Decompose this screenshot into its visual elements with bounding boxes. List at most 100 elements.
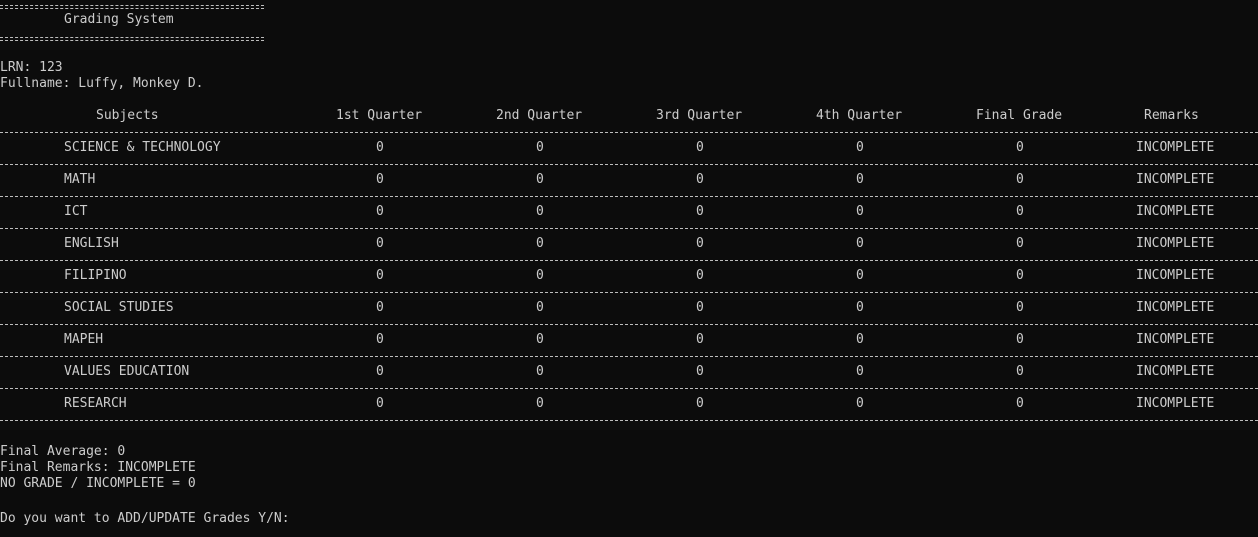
final-grade: 0 xyxy=(1016,268,1024,283)
q2-grade: 0 xyxy=(536,140,544,155)
remarks: INCOMPLETE xyxy=(1136,364,1215,379)
table-row: SOCIAL STUDIES 0 0 0 0 0 INCOMPLETE xyxy=(0,300,1258,316)
q3-grade: 0 xyxy=(696,236,704,251)
grade-legend: NO GRADE / INCOMPLETE = 0 xyxy=(0,476,196,491)
q1-grade: 0 xyxy=(376,300,384,315)
row-separator xyxy=(0,164,1258,165)
q2-grade: 0 xyxy=(536,204,544,219)
header-q4: 4th Quarter xyxy=(816,108,903,123)
remarks: INCOMPLETE xyxy=(1136,204,1215,219)
q1-grade: 0 xyxy=(376,364,384,379)
header-remarks: Remarks xyxy=(1144,108,1199,123)
final-grade: 0 xyxy=(1016,364,1024,379)
q2-grade: 0 xyxy=(536,332,544,347)
table-row: MATH 0 0 0 0 0 INCOMPLETE xyxy=(0,172,1258,188)
q4-grade: 0 xyxy=(856,300,864,315)
lrn-line: LRN: 123 xyxy=(0,60,63,75)
remarks: INCOMPLETE xyxy=(1136,236,1215,251)
header-q3: 3rd Quarter xyxy=(656,108,743,123)
row-separator xyxy=(0,260,1258,261)
q2-grade: 0 xyxy=(536,236,544,251)
q4-grade: 0 xyxy=(856,204,864,219)
banner-title: Grading System xyxy=(64,12,174,27)
final-grade: 0 xyxy=(1016,396,1024,411)
q3-grade: 0 xyxy=(696,204,704,219)
final-average: Final Average: 0 xyxy=(0,444,126,459)
remarks: INCOMPLETE xyxy=(1136,396,1215,411)
table-header: Subjects 1st Quarter 2nd Quarter 3rd Qua… xyxy=(0,108,1258,124)
row-separator xyxy=(0,132,1258,133)
row-separator xyxy=(0,388,1258,389)
q1-grade: 0 xyxy=(376,268,384,283)
q3-grade: 0 xyxy=(696,364,704,379)
subject-name: SOCIAL STUDIES xyxy=(64,300,174,315)
q3-grade: 0 xyxy=(696,268,704,283)
q4-grade: 0 xyxy=(856,364,864,379)
q1-grade: 0 xyxy=(376,204,384,219)
remarks: INCOMPLETE xyxy=(1136,332,1215,347)
final-grade: 0 xyxy=(1016,140,1024,155)
q1-grade: 0 xyxy=(376,332,384,347)
remarks: INCOMPLETE xyxy=(1136,300,1215,315)
q4-grade: 0 xyxy=(856,172,864,187)
row-separator xyxy=(0,292,1258,293)
q4-grade: 0 xyxy=(856,396,864,411)
q1-grade: 0 xyxy=(376,140,384,155)
header-subjects: Subjects xyxy=(96,108,159,123)
q3-grade: 0 xyxy=(696,396,704,411)
input-prompt[interactable]: Do you want to ADD/UPDATE Grades Y/N: xyxy=(0,508,298,526)
table-row: MAPEH 0 0 0 0 0 INCOMPLETE xyxy=(0,332,1258,348)
table-row: VALUES EDUCATION 0 0 0 0 0 INCOMPLETE xyxy=(0,364,1258,380)
q2-grade: 0 xyxy=(536,300,544,315)
table-row: RESEARCH 0 0 0 0 0 INCOMPLETE xyxy=(0,396,1258,412)
q2-grade: 0 xyxy=(536,268,544,283)
subject-name: FILIPINO xyxy=(64,268,127,283)
final-grade: 0 xyxy=(1016,332,1024,347)
subject-name: ENGLISH xyxy=(64,236,119,251)
subject-name: VALUES EDUCATION xyxy=(64,364,190,379)
q2-grade: 0 xyxy=(536,364,544,379)
header-q2: 2nd Quarter xyxy=(496,108,583,123)
q2-grade: 0 xyxy=(536,172,544,187)
q4-grade: 0 xyxy=(856,268,864,283)
q1-grade: 0 xyxy=(376,172,384,187)
subject-name: SCIENCE & TECHNOLOGY xyxy=(64,140,221,155)
q4-grade: 0 xyxy=(856,140,864,155)
prompt-text: Do you want to ADD/UPDATE Grades Y/N: xyxy=(0,511,290,526)
row-separator xyxy=(0,420,1258,421)
final-grade: 0 xyxy=(1016,236,1024,251)
table-row: FILIPINO 0 0 0 0 0 INCOMPLETE xyxy=(0,268,1258,284)
q4-grade: 0 xyxy=(856,332,864,347)
final-grade: 0 xyxy=(1016,172,1024,187)
remarks: INCOMPLETE xyxy=(1136,268,1215,283)
q4-grade: 0 xyxy=(856,236,864,251)
banner-top-rule xyxy=(0,5,264,9)
subject-name: MATH xyxy=(64,172,96,187)
remarks: INCOMPLETE xyxy=(1136,172,1215,187)
row-separator xyxy=(0,324,1258,325)
row-separator xyxy=(0,196,1258,197)
table-row: SCIENCE & TECHNOLOGY 0 0 0 0 0 INCOMPLET… xyxy=(0,140,1258,156)
final-remarks: Final Remarks: INCOMPLETE xyxy=(0,460,196,475)
table-row: ENGLISH 0 0 0 0 0 INCOMPLETE xyxy=(0,236,1258,252)
banner-bottom-rule xyxy=(0,37,264,41)
remarks: INCOMPLETE xyxy=(1136,140,1215,155)
header-final-grade: Final Grade xyxy=(976,108,1063,123)
subject-name: MAPEH xyxy=(64,332,104,347)
fullname-line: Fullname: Luffy, Monkey D. xyxy=(0,76,204,91)
q3-grade: 0 xyxy=(696,300,704,315)
final-grade: 0 xyxy=(1016,204,1024,219)
row-separator xyxy=(0,356,1258,357)
q2-grade: 0 xyxy=(536,396,544,411)
final-grade: 0 xyxy=(1016,300,1024,315)
q3-grade: 0 xyxy=(696,332,704,347)
q1-grade: 0 xyxy=(376,236,384,251)
q3-grade: 0 xyxy=(696,140,704,155)
table-row: ICT 0 0 0 0 0 INCOMPLETE xyxy=(0,204,1258,220)
input-cursor[interactable] xyxy=(290,508,298,522)
subject-name: ICT xyxy=(64,204,88,219)
subject-name: RESEARCH xyxy=(64,396,127,411)
q1-grade: 0 xyxy=(376,396,384,411)
header-q1: 1st Quarter xyxy=(336,108,423,123)
